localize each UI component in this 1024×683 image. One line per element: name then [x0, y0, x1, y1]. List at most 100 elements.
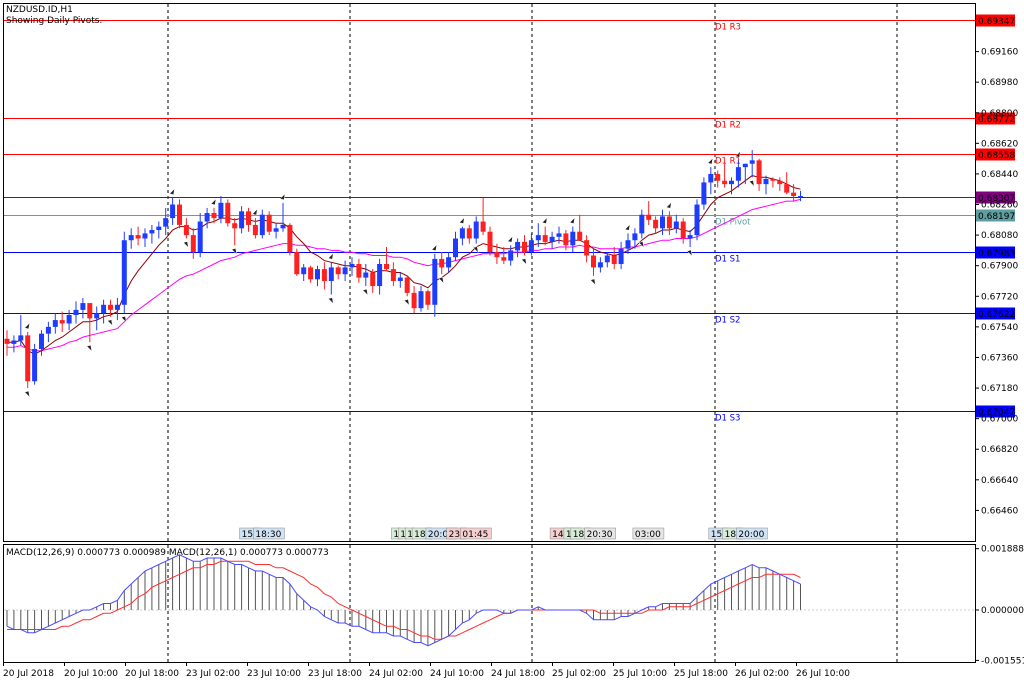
fractal-down-4: [182, 241, 189, 249]
candle-body-11: [80, 303, 86, 310]
macd-tick-label-0: 0.001888: [981, 545, 1024, 555]
macd-tick-label-1: 0.000000: [981, 606, 1024, 616]
candle-body-9: [66, 314, 72, 324]
candle-body-29: [204, 213, 210, 222]
candle-body-69: [480, 221, 486, 232]
time-tick-label-4: 23 Jul 10:00: [247, 669, 301, 679]
chart-symbol: NZDUSD.ID,H1: [6, 5, 73, 15]
candle-body-10: [73, 309, 79, 315]
price-tick-label-1: 0.68980: [981, 78, 1018, 88]
pivot-price-label-1: 0.68772: [978, 115, 1015, 125]
chart-subtitle: Showing Daily Pivots.: [6, 16, 102, 26]
candle-body-103: [715, 173, 721, 181]
fractal-down-3: [120, 315, 127, 324]
session-label-0: 15:: [242, 530, 256, 540]
candle-body-53: [370, 272, 376, 287]
candle-body-90: [625, 240, 631, 249]
candle-body-14: [101, 304, 107, 314]
candle-body-8: [59, 320, 65, 324]
price-pane-frame: [3, 3, 976, 542]
time-tick-label-9: 25 Jul 02:00: [552, 669, 606, 679]
fractal-up-11: [624, 223, 631, 231]
candle-body-106: [735, 167, 741, 181]
time-tick-label-10: 25 Jul 10:00: [613, 669, 667, 679]
candle-body-96: [666, 216, 672, 229]
session-label-16: 20:00: [738, 530, 764, 540]
session-label-12: 20:30: [587, 530, 613, 540]
candle-body-6: [45, 326, 51, 334]
fractal-up-13: [707, 157, 714, 165]
fractal-up-5: [327, 252, 334, 260]
pivot-price-label-6: 0.67047: [978, 408, 1015, 418]
macd-pane-frame: [3, 544, 976, 663]
session-labels: 15:18:3011118:20:0023:01:4514:00118:20:3…: [239, 527, 768, 540]
fractal-down-9: [438, 276, 445, 284]
candle-body-76: [528, 240, 534, 253]
macd-indicator: 0.001888 0.000000 -0.001551: [4, 545, 1024, 666]
candle-body-48: [335, 267, 341, 275]
candle-body-64: [446, 257, 452, 268]
time-tick-label-5: 23 Jul 18:00: [308, 669, 362, 679]
pivot-price-box-4: [976, 246, 1015, 259]
candle-body-63: [439, 258, 445, 268]
fractal-up-3: [251, 208, 258, 216]
fractal-up-14: [734, 150, 741, 158]
session-label-2: 1: [393, 530, 399, 540]
price-tick-label-4: 0.68440: [981, 170, 1018, 180]
pivot-name-0: D1 R3: [715, 23, 741, 33]
session-label-7: 23:: [449, 530, 463, 540]
pivot-price-label-2: 0.68558: [978, 151, 1015, 161]
candle-body-100: [694, 204, 700, 236]
candle-body-54: [377, 264, 383, 287]
price-axis: 0.69347 0.68772 0.68558 0.68197 0.67983 0.676…: [975, 14, 1018, 516]
candle-body-72: [501, 257, 507, 261]
session-box-16: [736, 527, 768, 540]
candle-body-21: [149, 230, 155, 234]
time-tick-label-7: 24 Jul 10:00: [430, 669, 484, 679]
candle-body-115: [798, 196, 803, 198]
candle-body-1: [11, 340, 17, 344]
candle-body-46: [321, 269, 327, 281]
candle-body-110: [763, 179, 769, 185]
price-tick-label-5: 0.68260: [981, 201, 1018, 211]
candle-body-109: [756, 160, 762, 185]
session-box-1: [253, 527, 285, 540]
price-tick-label-13: 0.66820: [981, 445, 1018, 455]
candle-body-61: [425, 291, 431, 305]
session-label-6: 20:00: [428, 530, 454, 540]
pivot-name-2: D1 R1: [715, 157, 741, 167]
candle-body-85: [591, 255, 596, 268]
candle-body-102: [708, 173, 714, 183]
current-price-label: 0.68307: [978, 194, 1015, 204]
time-tick-label-2: 20 Jul 18:00: [125, 669, 179, 679]
session-label-10: 1: [566, 530, 572, 540]
session-label-3: 1: [400, 530, 406, 540]
fractal-up-2: [210, 198, 217, 206]
candle-body-99: [687, 235, 693, 239]
candle-body-92: [639, 214, 645, 234]
candle-body-89: [618, 248, 624, 265]
time-tick-label-13: 26 Jul 10:00: [796, 669, 850, 679]
candle-body-50: [349, 264, 355, 268]
candle-body-36: [252, 224, 258, 236]
candle-body-94: [653, 219, 659, 229]
session-label-13: 03:00: [635, 530, 661, 540]
candle-body-5: [39, 333, 44, 349]
candle-body-62: [432, 258, 438, 305]
session-label-15: 18:: [725, 530, 739, 540]
candle-body-27: [190, 235, 196, 253]
fractal-down-0: [24, 390, 31, 398]
candle-body-33: [232, 223, 238, 229]
time-tick-label-6: 24 Jul 02:00: [369, 669, 423, 679]
candle-body-22: [156, 226, 162, 231]
price-tick-label-11: 0.67180: [981, 384, 1018, 394]
candle-body-15: [108, 304, 113, 310]
macd-tick-label-2: -0.001551: [981, 656, 1024, 666]
session-label-11: 18:: [573, 530, 587, 540]
candle-body-26: [183, 224, 189, 236]
candle-body-67: [466, 228, 472, 239]
pivot-name-5: D1 S2: [715, 316, 740, 326]
candle-body-16: [114, 304, 120, 310]
